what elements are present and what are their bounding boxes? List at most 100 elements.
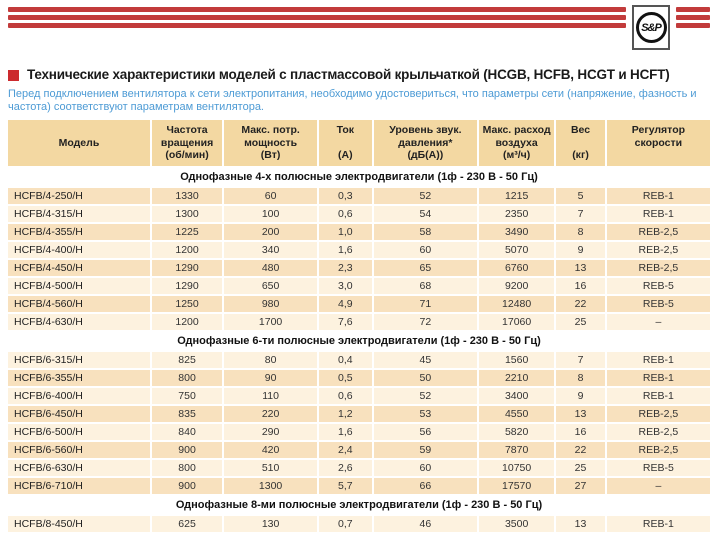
table-row: HCFB/4-355/H 1225 200 1,0 58 3490 8 REB-2,5 (8, 224, 710, 242)
cell-power: 60 (224, 188, 319, 206)
cell-speed: 1290 (151, 278, 225, 296)
cell-sound: 66 (373, 478, 480, 496)
cell-airflow: 5070 (479, 242, 557, 260)
cell-model: HCFB/4-630/H (8, 314, 152, 332)
cell-regulator: REB-5 (606, 278, 710, 296)
cell-current: 0,6 (318, 388, 374, 406)
cell-regulator: REB-2,5 (606, 224, 710, 242)
cell-current: 1,6 (318, 424, 374, 442)
column-header-sound: Уровень звук. давления* (дБ(А)) (373, 120, 480, 168)
cell-model: HCFB/4-450/H (8, 260, 152, 278)
cell-current: 1,2 (318, 406, 374, 424)
cell-airflow: 2210 (479, 370, 557, 388)
cell-current: 0,7 (318, 516, 374, 533)
cell-current: 0,6 (318, 206, 374, 224)
cell-current: 2,6 (318, 460, 374, 478)
title-bullet-icon (8, 69, 19, 81)
cell-weight: 27 (556, 478, 607, 496)
cell-power: 80 (224, 352, 319, 370)
table-row: HCFB/6-500/H 840 290 1,6 56 5820 16 REB-2,5 (8, 424, 710, 442)
cell-speed: 750 (151, 388, 225, 406)
page-title: Технические характеристики моделей с пла… (27, 67, 670, 82)
cell-model: HCFB/6-400/H (8, 388, 152, 406)
cell-sound: 65 (373, 260, 480, 278)
cell-power: 200 (224, 224, 319, 242)
cell-regulator: REB-5 (606, 460, 710, 478)
cell-sound: 56 (373, 424, 480, 442)
cell-model: HCFB/4-250/H (8, 188, 152, 206)
cell-weight: 13 (556, 516, 607, 533)
cell-weight: 7 (556, 206, 607, 224)
cell-power: 650 (224, 278, 319, 296)
cell-weight: 7 (556, 352, 607, 370)
cell-model: HCFB/6-560/H (8, 442, 152, 460)
cell-weight: 22 (556, 442, 607, 460)
cell-speed: 800 (151, 370, 225, 388)
cell-power: 100 (224, 206, 319, 224)
table-row: HCFB/6-355/H 800 90 0,5 50 2210 8 REB-1 (8, 370, 710, 388)
sp-logo: S&P (632, 5, 670, 50)
column-header-airflow: Макс. расход воздуха (м³/ч) (479, 120, 557, 168)
cell-power: 220 (224, 406, 319, 424)
cell-speed: 800 (151, 460, 225, 478)
cell-speed: 900 (151, 478, 225, 496)
cell-weight: 5 (556, 188, 607, 206)
cell-power: 1300 (224, 478, 319, 496)
table-body: Однофазные 4-х полюсные электродвигатели… (8, 168, 710, 533)
section-title: Однофазные 8-ми полюсные электродвигател… (8, 496, 710, 516)
table-row: HCFB/4-250/H 1330 60 0,3 52 1215 5 REB-1 (8, 188, 710, 206)
cell-model: HCFB/8-450/H (8, 516, 152, 533)
cell-sound: 71 (373, 296, 480, 314)
cell-power: 480 (224, 260, 319, 278)
cell-model: HCFB/4-500/H (8, 278, 152, 296)
cell-power: 290 (224, 424, 319, 442)
red-stripe (676, 15, 710, 20)
cell-sound: 53 (373, 406, 480, 424)
cell-model: HCFB/4-560/H (8, 296, 152, 314)
cell-sound: 54 (373, 206, 480, 224)
cell-sound: 60 (373, 460, 480, 478)
section-header-row: Однофазные 4-х полюсные электродвигатели… (8, 168, 710, 188)
cell-speed: 1250 (151, 296, 225, 314)
cell-model: HCFB/6-630/H (8, 460, 152, 478)
cell-weight: 9 (556, 242, 607, 260)
cell-regulator: REB-1 (606, 388, 710, 406)
cell-current: 1,0 (318, 224, 374, 242)
red-stripe (676, 23, 710, 28)
cell-airflow: 5820 (479, 424, 557, 442)
table-row: HCFB/6-450/H 835 220 1,2 53 4550 13 REB-2,5 (8, 406, 710, 424)
cell-current: 5,7 (318, 478, 374, 496)
cell-airflow: 17060 (479, 314, 557, 332)
cell-power: 130 (224, 516, 319, 533)
cell-sound: 59 (373, 442, 480, 460)
cell-airflow: 9200 (479, 278, 557, 296)
cell-model: HCFB/6-450/H (8, 406, 152, 424)
cell-speed: 825 (151, 352, 225, 370)
cell-power: 980 (224, 296, 319, 314)
cell-airflow: 3500 (479, 516, 557, 533)
cell-model: HCFB/4-355/H (8, 224, 152, 242)
cell-model: HCFB/4-315/H (8, 206, 152, 224)
cell-weight: 25 (556, 314, 607, 332)
cell-speed: 1225 (151, 224, 225, 242)
cell-airflow: 2350 (479, 206, 557, 224)
table-row: HCFB/6-315/H 825 80 0,4 45 1560 7 REB-1 (8, 352, 710, 370)
cell-weight: 22 (556, 296, 607, 314)
cell-current: 1,6 (318, 242, 374, 260)
cell-regulator: REB-5 (606, 296, 710, 314)
cell-regulator: REB-1 (606, 516, 710, 533)
section-title: Однофазные 4-х полюсные электродвигатели… (8, 168, 710, 188)
cell-current: 4,9 (318, 296, 374, 314)
cell-speed: 840 (151, 424, 225, 442)
cell-current: 0,5 (318, 370, 374, 388)
cell-model: HCFB/6-500/H (8, 424, 152, 442)
section-header-row: Однофазные 6-ти полюсные электродвигател… (8, 332, 710, 352)
cell-regulator: REB-2,5 (606, 442, 710, 460)
cell-regulator: REB-2,5 (606, 260, 710, 278)
cell-sound: 52 (373, 188, 480, 206)
cell-current: 7,6 (318, 314, 374, 332)
table-row: HCFB/4-315/H 1300 100 0,6 54 2350 7 REB-1 (8, 206, 710, 224)
cell-regulator: – (606, 478, 710, 496)
cell-power: 420 (224, 442, 319, 460)
column-header-speed: Частота вращения (об/мин) (151, 120, 225, 168)
